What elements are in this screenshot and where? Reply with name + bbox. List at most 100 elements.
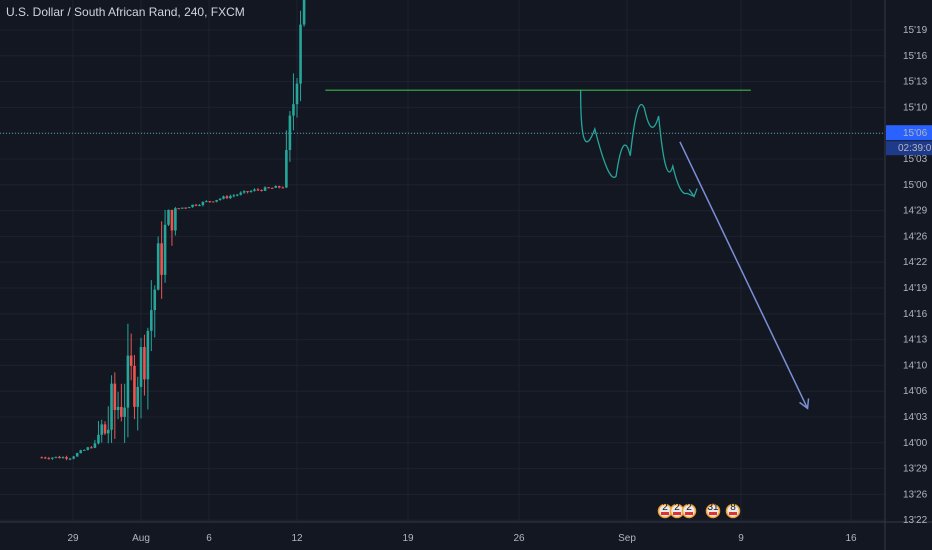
candle-down — [43, 457, 47, 459]
candle-down — [260, 189, 263, 191]
candle-up — [205, 201, 208, 203]
candle-up — [106, 429, 110, 434]
price-tick-label: 13'29 — [903, 464, 928, 475]
candle-up — [198, 205, 201, 207]
price-tick-label: 14'29 — [903, 206, 928, 217]
candle-up — [150, 310, 153, 331]
event-flag-stripe — [709, 512, 717, 515]
candle-up — [229, 196, 232, 199]
time-axis[interactable]: 29 Aug 6 12 19 26 Sep 9 16 — [67, 533, 857, 544]
candle-up — [72, 456, 75, 459]
time-tick-label: Sep — [618, 533, 636, 544]
candle-down — [267, 187, 270, 189]
event-flag-stripe — [729, 512, 737, 515]
event-count-label: 8 — [730, 502, 736, 513]
price-tick-label: 14'13 — [903, 335, 928, 346]
candle-down — [129, 355, 133, 366]
candle-up — [174, 208, 177, 231]
current-price-badge — [886, 125, 932, 141]
candle-up — [97, 434, 100, 444]
price-tick-label: 14'00 — [903, 438, 928, 449]
annotations — [0, 89, 885, 410]
candle-up — [232, 195, 236, 197]
countdown-badge — [886, 141, 932, 156]
candle-down — [113, 383, 117, 411]
time-tick-label: 16 — [845, 533, 857, 544]
candle-up — [201, 201, 205, 206]
candle-up — [215, 199, 218, 202]
candle-up — [110, 383, 113, 430]
candle-down — [208, 201, 212, 203]
candle-up — [126, 355, 130, 408]
candle-up — [100, 424, 104, 435]
candle-down — [211, 201, 215, 203]
price-tick-label: 14'06 — [903, 386, 928, 397]
price-tick-label: 13'26 — [903, 489, 928, 500]
price-tick-label: 14'03 — [903, 412, 928, 423]
candle-up — [263, 187, 267, 191]
candle-down — [47, 458, 51, 460]
candle-up — [54, 456, 58, 458]
price-tick-label: 15'19 — [903, 25, 928, 36]
price-tick-label: 15'10 — [903, 102, 928, 113]
candle-up — [123, 407, 126, 417]
candle-down — [143, 347, 146, 380]
price-tick-label: 14'16 — [903, 309, 928, 320]
candle-up — [285, 150, 288, 188]
price-tick-label: 15'03 — [903, 154, 928, 165]
candle-down — [90, 447, 93, 449]
time-tick-label: 9 — [738, 533, 744, 544]
candle-down — [170, 209, 174, 231]
candle-up — [61, 457, 65, 459]
price-tick-label: 15'00 — [903, 180, 928, 191]
price-tick-label: 13'22 — [903, 515, 928, 526]
candle-down — [256, 189, 260, 191]
time-tick-label: Aug — [132, 533, 150, 544]
candle-up — [302, 0, 306, 25]
candle-up — [187, 207, 191, 209]
candle-down — [58, 456, 61, 459]
price-axis[interactable]: 15'19 15'16 15'13 15'10 15'06 15'03 15'00 14'29… — [886, 25, 932, 526]
candle-up — [239, 192, 243, 195]
candle-up — [222, 196, 225, 199]
candle-down — [120, 406, 123, 417]
candle-up — [68, 458, 72, 460]
candle-up — [156, 243, 160, 290]
candle-up — [180, 207, 184, 209]
event-count-label: 2 — [686, 502, 692, 513]
candle-up — [79, 450, 83, 454]
time-tick-label: 19 — [402, 533, 414, 544]
candles — [40, 0, 306, 461]
event-markers[interactable]: 2 2 2 31 8 — [657, 502, 741, 519]
event-count-label: 2 — [662, 502, 668, 513]
event-flag-stripe — [673, 512, 681, 515]
candle-down — [281, 187, 285, 189]
candle-down — [270, 187, 274, 189]
forecast-arrowhead — [799, 398, 810, 410]
candle-up — [153, 289, 157, 311]
candle-up — [116, 406, 120, 411]
candle-down — [225, 196, 229, 199]
current-price-label: 15'06 — [903, 128, 928, 139]
countdown-label: 02:39:0 — [898, 143, 932, 154]
forecast-arrow — [679, 141, 809, 409]
candle-up — [51, 457, 54, 459]
candle-up — [295, 83, 299, 105]
candle-down — [184, 207, 187, 209]
candle-up — [136, 386, 140, 407]
candle-up — [274, 186, 278, 188]
time-tick-label: 6 — [206, 533, 212, 544]
candle-up — [93, 443, 97, 448]
projection-arrowhead — [688, 188, 698, 198]
candle-down — [160, 243, 163, 275]
candle-up — [288, 115, 292, 151]
price-tick-label: 14'19 — [903, 283, 928, 294]
event-flag-stripe — [685, 512, 693, 515]
candle-down — [194, 204, 198, 206]
candle-up — [82, 449, 86, 451]
candle-up — [163, 224, 167, 275]
candle-up — [242, 191, 246, 193]
candle-up — [299, 24, 302, 84]
